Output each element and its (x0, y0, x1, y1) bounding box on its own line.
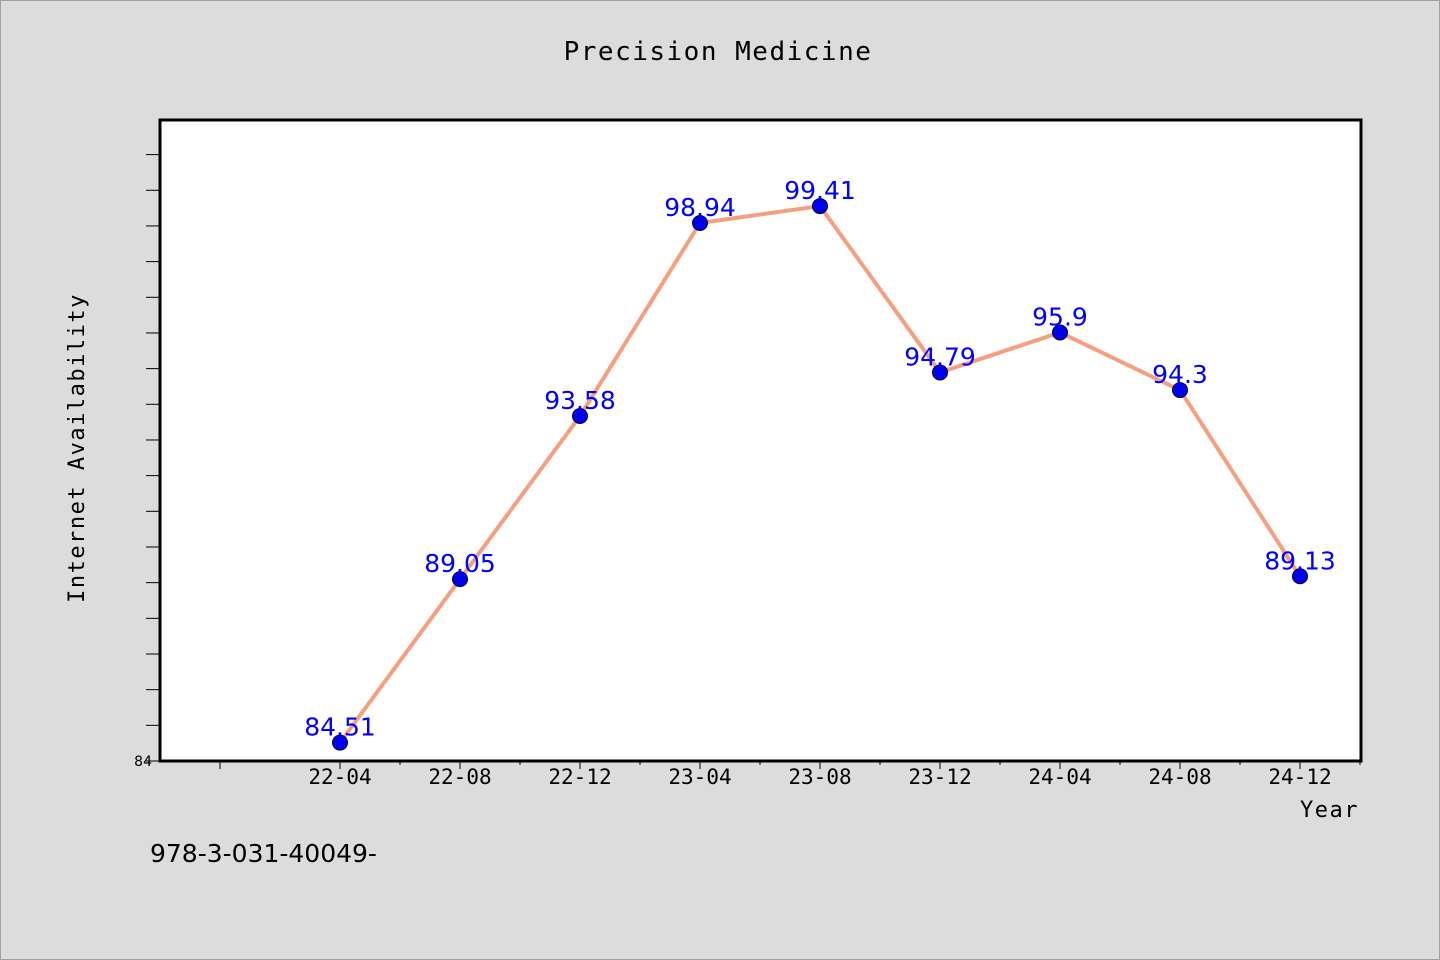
data-label: 89.13 (1264, 546, 1336, 575)
data-point-marker (1172, 382, 1188, 399)
data-label: 84.51 (304, 713, 376, 742)
x-tick-label: 24-04 (1028, 765, 1091, 789)
marker-layer (332, 198, 1308, 751)
x-tick-label: 23-04 (668, 765, 731, 789)
data-label: 94.3 (1152, 360, 1208, 389)
x-tick-label: 24-12 (1268, 765, 1331, 789)
data-point-marker (932, 364, 948, 381)
data-label-layer: 84.51 89.05 93.58 98.94 99.41 94.79 95.9 94.3 89… (304, 176, 1336, 742)
chart-title: Precision Medicine (564, 37, 873, 67)
x-tick-label: 22-04 (308, 765, 371, 789)
data-point-marker (1052, 324, 1068, 341)
x-axis-ticks: 22-04 22-08 22-12 23-04 23-08 23-12 24-04 24-08… (219, 761, 1361, 789)
data-point-marker (572, 408, 588, 425)
data-point-marker (332, 734, 348, 751)
data-label: 99.41 (784, 176, 856, 205)
data-label: 95.9 (1032, 302, 1088, 331)
x-tick-label: 22-12 (548, 765, 611, 789)
y-axis-label: Internet Availability (65, 293, 90, 603)
y-axis-ticks: 84 (134, 154, 160, 770)
data-point-marker (452, 571, 468, 588)
x-axis-label: Year (1300, 798, 1359, 823)
data-point-marker (692, 214, 708, 231)
data-label: 94.79 (904, 342, 976, 371)
data-point-marker (1292, 568, 1308, 585)
y-tick-label: 84 (134, 754, 152, 770)
x-tick-label: 24-08 (1148, 765, 1211, 789)
data-label: 98.94 (664, 193, 736, 222)
data-point-marker (812, 198, 828, 215)
x-tick-label: 23-12 (908, 765, 971, 789)
x-tick-label: 22-08 (428, 765, 491, 789)
x-tick-label: 23-08 (788, 765, 851, 789)
footnote: 978-3-031-40049- (150, 839, 377, 868)
data-label: 93.58 (544, 386, 616, 415)
plot-area (158, 118, 1363, 763)
data-label: 89.05 (424, 549, 496, 578)
